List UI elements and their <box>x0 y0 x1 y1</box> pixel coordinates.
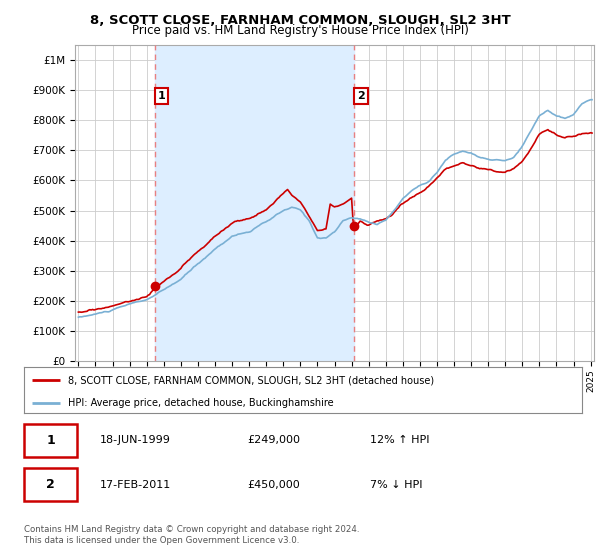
Bar <box>155 45 353 361</box>
Text: 8, SCOTT CLOSE, FARNHAM COMMON, SLOUGH, SL2 3HT: 8, SCOTT CLOSE, FARNHAM COMMON, SLOUGH, … <box>89 14 511 27</box>
FancyBboxPatch shape <box>24 468 77 501</box>
Text: 8, SCOTT CLOSE, FARNHAM COMMON, SLOUGH, SL2 3HT (detached house): 8, SCOTT CLOSE, FARNHAM COMMON, SLOUGH, … <box>68 375 434 385</box>
Text: Contains HM Land Registry data © Crown copyright and database right 2024.
This d: Contains HM Land Registry data © Crown c… <box>24 525 359 545</box>
Text: 1: 1 <box>158 91 166 101</box>
Text: 17-FEB-2011: 17-FEB-2011 <box>100 480 170 489</box>
Text: Price paid vs. HM Land Registry's House Price Index (HPI): Price paid vs. HM Land Registry's House … <box>131 24 469 37</box>
Text: HPI: Average price, detached house, Buckinghamshire: HPI: Average price, detached house, Buck… <box>68 398 333 408</box>
Text: 12% ↑ HPI: 12% ↑ HPI <box>370 435 430 445</box>
Text: 7% ↓ HPI: 7% ↓ HPI <box>370 480 422 489</box>
Text: £450,000: £450,000 <box>247 480 300 489</box>
Text: £249,000: £249,000 <box>247 435 300 445</box>
FancyBboxPatch shape <box>24 424 77 457</box>
Text: 2: 2 <box>46 478 55 491</box>
Text: 1: 1 <box>46 434 55 447</box>
Text: 2: 2 <box>357 91 365 101</box>
Text: 18-JUN-1999: 18-JUN-1999 <box>100 435 170 445</box>
